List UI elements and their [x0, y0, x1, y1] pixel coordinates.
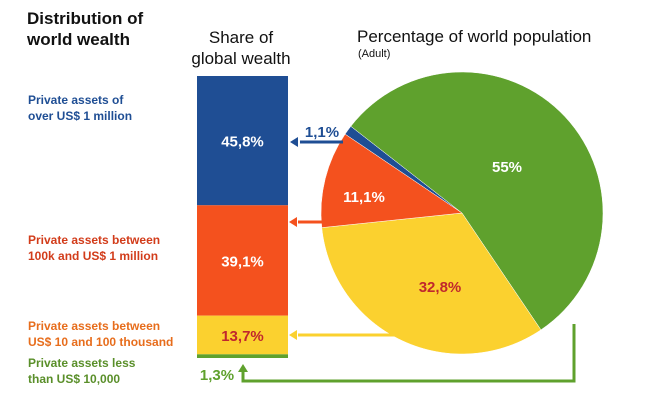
- connector-arrowhead-0: [290, 137, 298, 147]
- category-label-under-10k: Private assets less than US$ 10,000: [28, 355, 196, 387]
- bar-chart-title: Share of global wealth: [183, 27, 299, 69]
- wealth-share-bars: [197, 76, 288, 358]
- category-label-line2: US$ 10 and 100 thousand: [28, 335, 174, 349]
- chart-title-line1: Distribution of: [27, 9, 144, 28]
- population-value-label-1: 11,1%: [343, 189, 385, 206]
- connector-arrows: [238, 137, 576, 383]
- connector-arrowhead-3: [238, 364, 248, 372]
- wealth-value-label-1: 39,1%: [221, 253, 264, 270]
- population-value-label-3: 55%: [492, 159, 522, 176]
- category-label-line2: 100k and US$ 1 million: [28, 249, 159, 263]
- category-label-over-1m: Private assets of over US$ 1 million: [28, 92, 196, 124]
- wealth-value-label-2: 13,7%: [221, 328, 264, 345]
- chart-title: Distribution of world wealth: [27, 8, 187, 50]
- population-pie: [320, 71, 604, 355]
- wealth-bar-segment-1: [197, 205, 288, 316]
- connector-arrowhead-2: [289, 330, 297, 340]
- wealth-value-label-0: 45,8%: [221, 134, 264, 151]
- category-label-line1: Private assets of: [28, 93, 124, 107]
- pie-chart-subtitle: (Adult): [358, 48, 391, 60]
- category-label-line2: than US$ 10,000: [28, 372, 121, 386]
- connector-arrowhead-1: [289, 217, 297, 227]
- population-pie-slice-3: [350, 71, 604, 331]
- population-pie-slice-2: [321, 212, 542, 355]
- wealth-bar-segment-0: [197, 76, 288, 206]
- wealth-value-label-3: 1,3%: [200, 367, 234, 384]
- chart-title-line2: world wealth: [27, 30, 130, 49]
- wealth-bar-segment-3: [197, 354, 288, 358]
- category-label-100k-1m: Private assets between 100k and US$ 1 mi…: [28, 232, 196, 264]
- bar-chart-title-line1: Share of: [208, 28, 274, 47]
- pie-chart-title: Percentage of world population: [357, 27, 592, 46]
- population-value-label-2: 32,8%: [419, 279, 462, 296]
- category-label-10k-100k: Private assets between US$ 10 and 100 th…: [28, 318, 196, 350]
- value-labels: 45,8% 39,1% 13,7% 1,3% 1,1% 11,1% 32,8% 55%: [200, 124, 522, 384]
- bar-chart-title-line2: global wealth: [191, 49, 291, 68]
- population-value-label-0: 1,1%: [305, 124, 339, 141]
- category-label-line1: Private assets less: [28, 356, 136, 370]
- wealth-bar-segment-2: [197, 315, 288, 355]
- category-label-line1: Private assets between: [28, 233, 161, 247]
- category-label-line2: over US$ 1 million: [28, 109, 133, 123]
- category-label-line1: Private assets between: [28, 319, 161, 333]
- connector-line-3: [241, 324, 576, 383]
- population-pie-slice-1: [320, 133, 463, 228]
